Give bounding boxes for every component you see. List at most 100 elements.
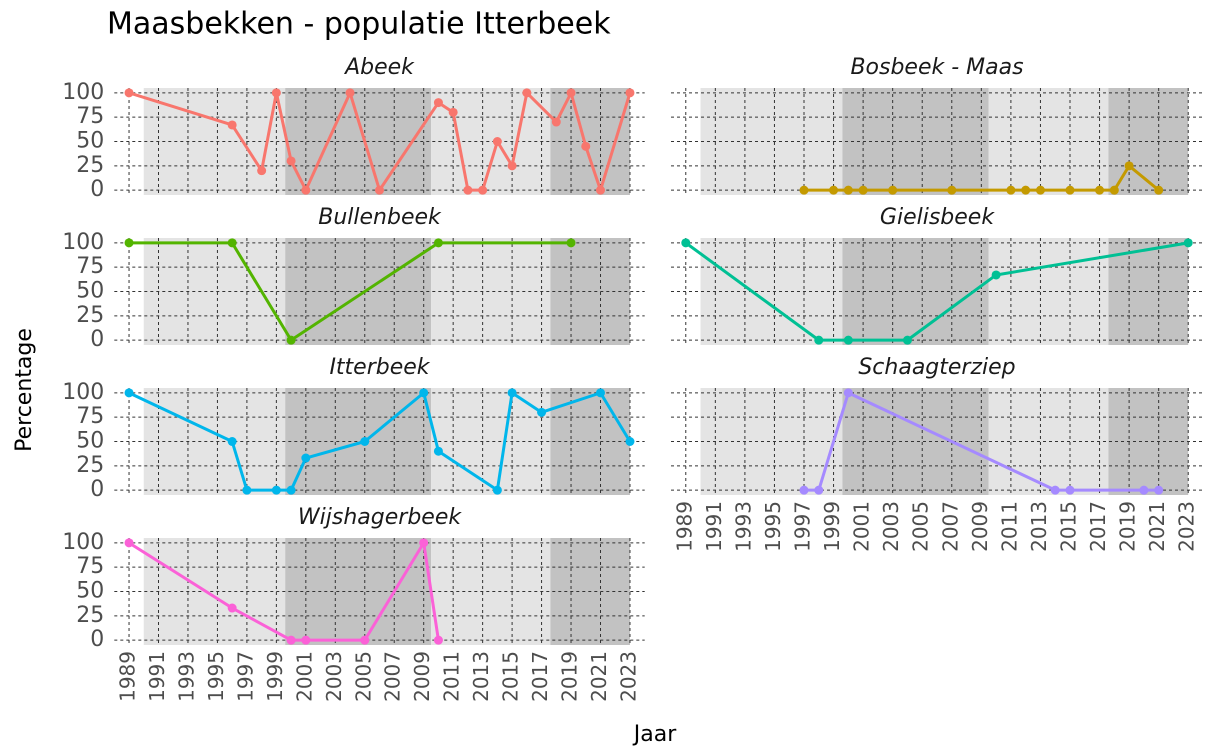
data-point: [124, 538, 134, 548]
y-tick-label: 75: [76, 404, 104, 429]
y-tick-label: 25: [76, 603, 104, 628]
data-point: [581, 141, 591, 151]
y-tick-label: 25: [76, 303, 104, 328]
y-tick-label: 25: [76, 153, 104, 178]
data-point: [301, 453, 311, 463]
data-point: [433, 446, 443, 456]
data-point: [433, 635, 443, 645]
x-tick-label: 2001: [850, 501, 874, 552]
x-tick-label: 2013: [469, 651, 493, 702]
data-point: [433, 98, 443, 108]
data-point: [1154, 185, 1164, 195]
data-point: [799, 185, 809, 195]
period-band: [285, 88, 432, 195]
x-tick-label: 2009: [410, 651, 434, 702]
data-point: [419, 388, 429, 398]
data-point: [566, 238, 576, 248]
y-tick-label: 100: [62, 80, 104, 105]
data-point: [799, 485, 809, 495]
x-tick-label: 2003: [322, 651, 346, 702]
period-band: [700, 388, 843, 495]
x-tick-label: 2005: [909, 501, 933, 552]
data-point: [227, 603, 237, 613]
period-band: [143, 538, 286, 645]
y-tick-label: 0: [90, 327, 104, 352]
data-point: [1006, 185, 1016, 195]
y-tick-label: 50: [76, 579, 104, 604]
x-tick-label: 1997: [233, 651, 257, 702]
data-point: [947, 185, 957, 195]
data-point: [843, 335, 853, 345]
period-band: [700, 88, 843, 195]
data-point: [507, 161, 517, 171]
y-tick-label: 50: [76, 279, 104, 304]
data-point: [227, 437, 237, 446]
data-point: [463, 185, 473, 195]
period-band: [842, 238, 989, 345]
data-point: [1065, 185, 1075, 195]
period-band: [988, 388, 1109, 495]
y-tick-label: 50: [76, 129, 104, 154]
data-point: [124, 388, 134, 398]
data-point: [124, 238, 134, 248]
data-point: [1035, 185, 1045, 195]
y-tick-label: 75: [76, 104, 104, 129]
facet-title: Bullenbeek: [318, 205, 442, 230]
data-point: [419, 538, 429, 548]
x-tick-label: 1993: [174, 651, 198, 702]
x-tick-label: 1989: [672, 501, 696, 552]
facet-title: Bosbeek - Maas: [850, 55, 1023, 80]
chart-title: Maasbekken - populatie Itterbeek: [107, 7, 611, 42]
data-point: [124, 88, 134, 98]
data-point: [345, 88, 355, 98]
data-point: [551, 117, 561, 127]
period-band: [842, 88, 989, 195]
data-point: [814, 485, 824, 495]
data-point: [242, 485, 252, 495]
data-point: [596, 388, 605, 398]
data-point: [478, 185, 488, 195]
data-point: [843, 185, 853, 195]
data-point: [448, 107, 458, 117]
data-point: [507, 388, 517, 398]
data-point: [843, 388, 853, 398]
x-tick-label: 1989: [116, 651, 140, 702]
x-tick-label: 2009: [968, 501, 992, 552]
x-tick-label: 2019: [558, 651, 582, 702]
period-band: [431, 238, 551, 345]
y-tick-label: 50: [76, 429, 104, 454]
data-point: [1109, 185, 1119, 195]
x-tick-label: 2013: [1027, 501, 1051, 552]
y-tick-label: 0: [90, 177, 104, 202]
data-point: [286, 635, 296, 645]
data-point: [902, 335, 912, 345]
x-tick-label: 2023: [1175, 501, 1199, 552]
data-point: [360, 635, 370, 645]
data-point: [537, 407, 547, 417]
data-point: [492, 137, 502, 146]
x-tick-label: 1991: [145, 651, 169, 702]
data-point: [596, 185, 605, 195]
data-point: [566, 88, 576, 98]
data-point: [271, 485, 281, 495]
period-band: [431, 538, 551, 645]
x-tick-label: 2019: [1116, 501, 1140, 552]
data-point: [625, 437, 635, 446]
x-tick-label: 2011: [997, 501, 1021, 552]
y-tick-label: 100: [62, 380, 104, 405]
data-point: [301, 185, 311, 195]
data-point: [522, 88, 532, 98]
x-tick-label: 2011: [440, 651, 464, 702]
facet-title: Gielisbeek: [880, 205, 995, 230]
data-point: [1021, 185, 1031, 195]
y-tick-label: 25: [76, 453, 104, 478]
x-tick-label: 2007: [938, 501, 962, 552]
y-tick-label: 0: [90, 627, 104, 652]
facet-title: Itterbeek: [329, 355, 430, 380]
facet-title: Schaagterziep: [858, 355, 1015, 380]
data-point: [1154, 485, 1164, 495]
y-tick-label: 75: [76, 554, 104, 579]
x-tick-label: 1997: [791, 501, 815, 552]
data-point: [286, 156, 296, 166]
